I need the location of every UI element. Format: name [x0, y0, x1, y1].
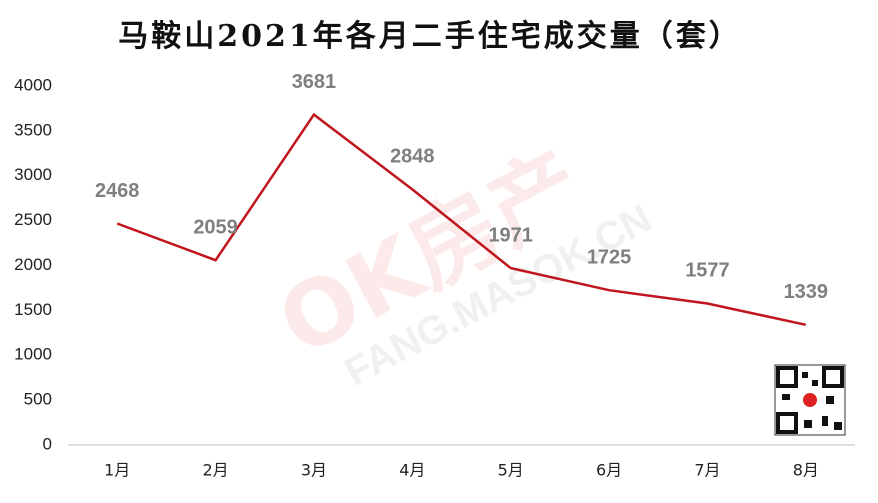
x-tick-label: 1月 — [104, 461, 130, 480]
value-label: 2848 — [390, 146, 435, 168]
x-tick-label: 6月 — [596, 461, 622, 480]
x-tick-label: 7月 — [694, 461, 720, 480]
x-tick-label: 4月 — [399, 461, 425, 480]
x-tick-label: 3月 — [301, 461, 327, 480]
value-label: 3681 — [292, 71, 337, 93]
y-tick-label: 3500 — [14, 120, 52, 139]
value-label: 1725 — [587, 246, 632, 268]
value-label: 2468 — [95, 180, 140, 202]
value-label: 1577 — [685, 260, 730, 282]
y-tick-label: 500 — [24, 390, 52, 409]
chart-title: 马鞍山2021年各月二手住宅成交量（套） — [118, 19, 742, 54]
y-tick-label: 2000 — [14, 255, 52, 274]
y-tick-label: 1500 — [14, 300, 52, 319]
value-label: 2059 — [193, 216, 238, 238]
x-tick-label: 8月 — [793, 461, 819, 480]
value-label: 1339 — [784, 281, 829, 303]
line — [116, 112, 807, 327]
x-tick-label: 5月 — [498, 461, 524, 480]
y-tick-label: 0 — [43, 434, 52, 453]
qr-code — [774, 364, 846, 436]
y-tick-label: 1000 — [14, 345, 52, 364]
y-tick-label: 4000 — [14, 75, 52, 94]
y-tick-label: 2500 — [14, 210, 52, 229]
value-label: 1971 — [488, 224, 533, 246]
x-tick-label: 2月 — [202, 461, 228, 480]
y-tick-label: 3000 — [14, 165, 52, 184]
